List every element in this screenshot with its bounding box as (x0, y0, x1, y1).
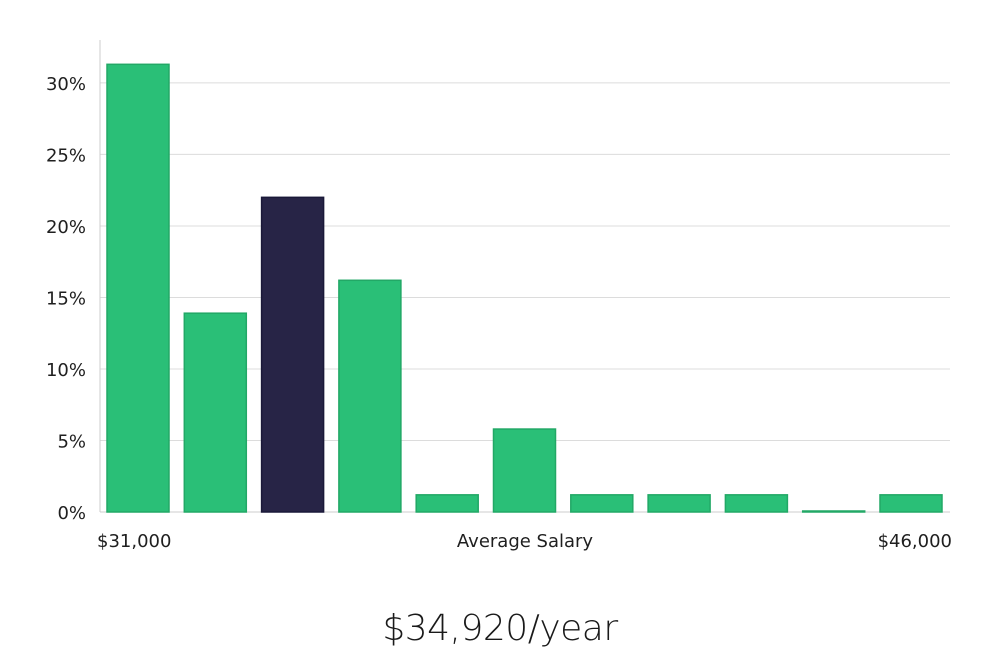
bar (338, 279, 402, 513)
salary-distribution-chart: 0% 5% 10% 15% 20% 25% 30% $31,000 Average Sala… (46, 40, 952, 552)
y-tick-label: 10% (46, 360, 86, 381)
y-tick-label: 25% (46, 145, 86, 166)
y-tick-label: 20% (46, 217, 86, 238)
bar (415, 494, 479, 513)
average-salary-headline: $34,920/year (382, 608, 618, 649)
bar (492, 428, 557, 513)
y-tick-label: 5% (57, 431, 86, 452)
y-tick-label: 0% (57, 503, 86, 524)
bars (106, 63, 943, 513)
bar (647, 494, 711, 513)
y-tick-label: 15% (46, 288, 86, 309)
bar (183, 312, 248, 513)
x-axis-label: Average Salary (457, 531, 594, 552)
bar (724, 494, 789, 513)
x-min-label: $31,000 (97, 531, 171, 552)
x-max-label: $46,000 (878, 531, 952, 552)
bar-highlighted (260, 196, 325, 513)
bar (106, 63, 170, 513)
y-tick-labels: 0% 5% 10% 15% 20% 25% 30% (46, 74, 86, 524)
y-tick-label: 30% (46, 74, 86, 95)
bar (570, 494, 634, 513)
bar (879, 494, 943, 513)
bar (801, 510, 866, 513)
